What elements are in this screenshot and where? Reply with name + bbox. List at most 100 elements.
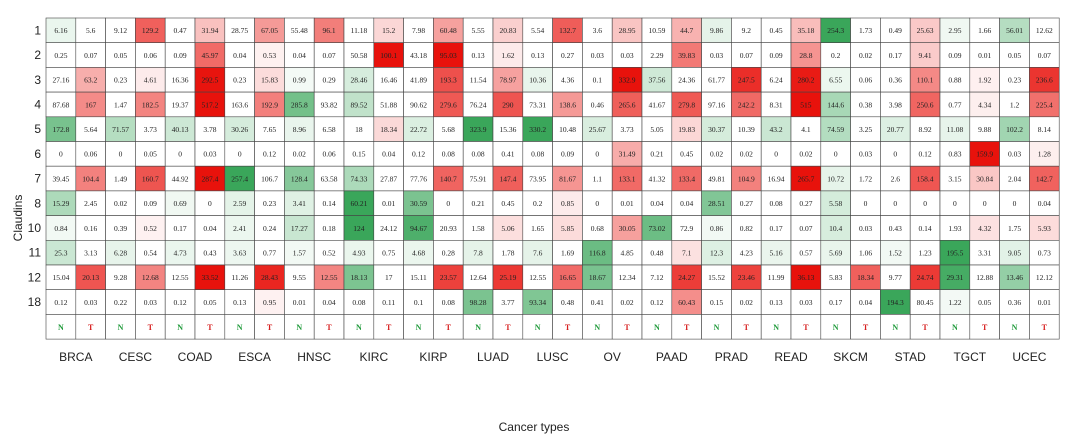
- cell-value-label: 280.2: [797, 76, 814, 85]
- cell-value-label: 0: [119, 150, 123, 159]
- heatmap-cell: [254, 67, 285, 93]
- cell-value-label: 5.05: [650, 125, 663, 134]
- cell-value-label: 0.53: [263, 51, 276, 60]
- cell-value-label: 60.48: [440, 26, 457, 35]
- heatmap-cell: [731, 240, 762, 266]
- cell-value-label: 0.08: [442, 298, 455, 307]
- cell-value-label: 0.12: [650, 298, 663, 307]
- heatmap-cell: [194, 67, 226, 93]
- cell-value-label: 30.84: [976, 174, 993, 183]
- heatmap-cell: [492, 42, 524, 68]
- cell-value-label: 18.67: [589, 273, 606, 282]
- cell-value-label: 330.2: [529, 125, 546, 134]
- heatmap-cell: [105, 116, 136, 142]
- heatmap-cell: [194, 215, 226, 241]
- heatmap-cell: [671, 190, 702, 216]
- heatmap-cell: [880, 141, 911, 167]
- cell-value-label: 160.7: [142, 174, 159, 183]
- cell-value-label: 0.23: [233, 76, 246, 85]
- cell-value-label: 0.25: [54, 51, 67, 60]
- cell-value-label: 6.55: [829, 76, 842, 85]
- cell-value-label: 0: [864, 199, 868, 208]
- heatmap-cell: [611, 67, 643, 93]
- heatmap-cell: [462, 289, 494, 315]
- heatmap-cell: [1029, 67, 1060, 93]
- cell-value-label: 10.39: [738, 125, 755, 134]
- cell-value-label: 0.04: [1038, 199, 1051, 208]
- cell-value-label: 5.06: [501, 224, 514, 233]
- heatmap-cell: [790, 91, 822, 118]
- heatmap-cell: [492, 17, 524, 44]
- cell-value-label: 0.01: [978, 51, 991, 60]
- heatmap-cell: [224, 165, 255, 192]
- normal-label: N: [416, 323, 422, 332]
- cell-value-label: 12.88: [976, 273, 993, 282]
- cell-value-label: 0.07: [799, 224, 812, 233]
- normal-label: N: [118, 323, 124, 332]
- cell-value-label: 0.28: [442, 248, 455, 257]
- cell-value-label: 0.77: [948, 100, 961, 109]
- heatmap-cell: [760, 215, 792, 241]
- row-label: 12: [28, 270, 42, 284]
- heatmap-cell: [790, 116, 822, 142]
- heatmap-cell: [880, 240, 911, 266]
- tumor-label: T: [207, 323, 213, 332]
- cell-value-label: 20.13: [82, 273, 99, 282]
- normal-label: N: [296, 323, 302, 332]
- heatmap-cell: [492, 264, 524, 291]
- heatmap-cell: [611, 42, 643, 68]
- cell-value-label: 3.6: [593, 26, 603, 35]
- cell-value-label: 0.05: [203, 298, 216, 307]
- cell-value-label: 17.27: [291, 224, 308, 233]
- cell-value-label: 0.12: [54, 298, 67, 307]
- cell-value-label: 5.55: [472, 26, 485, 35]
- heatmap-cell: [343, 190, 375, 216]
- cell-value-label: 225.4: [1036, 100, 1053, 109]
- heatmap-cell: [522, 289, 553, 315]
- cell-value-label: 15.36: [499, 125, 516, 134]
- cell-value-label: 19.83: [678, 125, 695, 134]
- cell-value-label: 39.83: [678, 51, 695, 60]
- heatmap-cell: [373, 190, 404, 216]
- row-label: 3: [34, 73, 41, 87]
- cell-value-label: 323.9: [470, 125, 487, 134]
- tumor-label: T: [326, 323, 332, 332]
- heatmap-cell: [999, 289, 1030, 315]
- tumor-label: T: [863, 323, 869, 332]
- cell-value-label: 1.93: [948, 224, 961, 233]
- cell-value-label: 1.78: [501, 248, 514, 257]
- cell-value-label: 0.24: [263, 224, 276, 233]
- heatmap-cell: [641, 141, 673, 167]
- cell-value-label: 90.62: [410, 100, 427, 109]
- cell-value-label: 18: [355, 125, 363, 134]
- heatmap-cell: [254, 165, 285, 192]
- cell-value-label: 0.14: [919, 224, 932, 233]
- heatmap-cell: [641, 67, 673, 93]
- heatmap-cell: [284, 215, 315, 241]
- heatmap-cell: [790, 141, 822, 167]
- heatmap-cell: [909, 165, 941, 192]
- normal-label: N: [952, 323, 958, 332]
- heatmap-cell: [969, 42, 1000, 68]
- heatmap-cell: [671, 165, 702, 192]
- cell-value-label: 124: [353, 224, 365, 233]
- heatmap-cell: [790, 190, 822, 216]
- cell-value-label: 0: [893, 199, 897, 208]
- cell-value-label: 0.83: [948, 150, 961, 159]
- heatmap-cell: [313, 116, 345, 142]
- cell-value-label: 0.12: [263, 150, 276, 159]
- cell-value-label: 0.08: [472, 150, 485, 159]
- heatmap-cell: [403, 165, 434, 192]
- cell-value-label: 0.1: [414, 298, 424, 307]
- cell-value-label: 35.18: [797, 26, 814, 35]
- heatmap-cell: [313, 67, 345, 93]
- heatmap-cell: [343, 264, 375, 291]
- cell-value-label: 0.02: [621, 298, 634, 307]
- cell-value-label: 8.96: [293, 125, 306, 134]
- cancer-type-label: BRCA: [59, 350, 92, 364]
- cell-value-label: 0.39: [114, 224, 127, 233]
- cell-value-label: 0: [595, 150, 599, 159]
- cell-value-label: 12.55: [172, 273, 189, 282]
- heatmap-cell: [909, 289, 941, 315]
- cell-value-label: 9.55: [293, 273, 306, 282]
